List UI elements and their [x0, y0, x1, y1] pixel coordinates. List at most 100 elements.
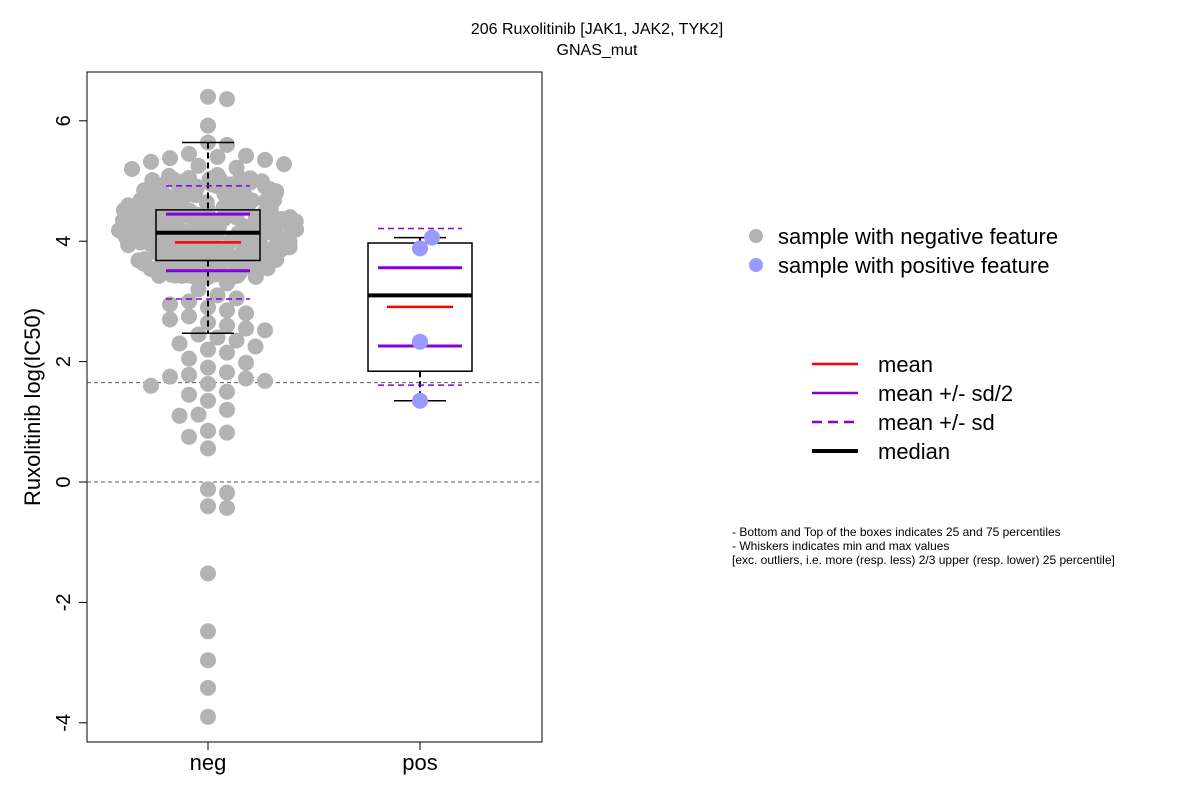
legend-line-label: mean +/- sd/2 [878, 381, 1013, 406]
legend-line-item: mean [812, 352, 933, 377]
neg-point [162, 150, 178, 167]
neg-point [238, 370, 254, 387]
neg-point [200, 375, 216, 392]
y-axis: -4 -2 0 2 4 6 [53, 115, 87, 732]
y-tick-label: 0 [53, 476, 75, 487]
neg-point [219, 91, 235, 108]
neg-point [219, 275, 235, 292]
neg-point [157, 232, 173, 249]
neg-point [143, 153, 159, 170]
y-tick-label: 2 [53, 356, 75, 367]
x-axis: neg pos [190, 742, 438, 775]
neg-point [200, 623, 216, 640]
negative-points [111, 88, 305, 725]
legend-point-marker [749, 258, 763, 272]
y-tick-label: -4 [53, 714, 75, 732]
neg-point [144, 172, 161, 189]
neg-point [190, 326, 207, 343]
neg-point [219, 424, 235, 441]
neg-point [200, 498, 216, 515]
neg-point [198, 194, 215, 211]
neg-point [276, 156, 292, 173]
x-tick-label: neg [190, 750, 227, 775]
neg-point [181, 308, 197, 325]
chart-title: 206 Ruxolitinib [JAK1, JAK2, TYK2] [471, 21, 723, 38]
neg-point [228, 332, 245, 349]
neg-point [120, 197, 137, 214]
neg-point [181, 366, 197, 383]
neg-point [161, 167, 177, 184]
neg-point [257, 322, 273, 339]
boxplot-neg [155, 141, 261, 335]
neg-point [162, 311, 178, 328]
x-tick-label: pos [402, 750, 437, 775]
plot-frame [86, 71, 543, 743]
neg-point [219, 484, 235, 501]
neg-point [200, 392, 216, 409]
neg-point [219, 136, 235, 153]
y-tick-label: 6 [53, 115, 75, 126]
neg-point [200, 299, 216, 316]
neg-point [200, 679, 216, 696]
neg-point [209, 167, 226, 183]
legend-lines: mean mean +/- sd/2 mean +/- sd median [812, 352, 1013, 464]
legend-point-label: sample with negative feature [778, 224, 1058, 249]
neg-point [265, 222, 282, 239]
legend-line-label: mean [878, 352, 933, 377]
chart-subtitle: GNAS_mut [557, 42, 638, 59]
neg-point [143, 377, 159, 394]
neg-point [238, 354, 254, 371]
neg-point [200, 440, 216, 457]
neg-point [200, 708, 216, 725]
neg-point [200, 117, 216, 134]
neg-point [171, 407, 188, 424]
legend-line-label: median [878, 439, 950, 464]
neg-point [200, 652, 216, 669]
neg-point [162, 296, 178, 313]
neg-point [181, 293, 197, 310]
neg-point [200, 359, 216, 376]
neg-point [219, 364, 235, 381]
neg-point [238, 147, 254, 164]
neg-point [171, 335, 188, 352]
pos-point [424, 229, 440, 246]
legend-line-item: mean +/- sd [812, 410, 995, 435]
y-tick-label: -2 [53, 594, 75, 612]
neg-point [135, 255, 152, 272]
neg-point [181, 145, 197, 162]
neg-point [228, 159, 245, 176]
neg-point [279, 215, 296, 232]
legend-line-label: mean +/- sd [878, 410, 995, 435]
legend-point-label: sample with positive feature [778, 253, 1049, 278]
neg-point [215, 199, 232, 215]
neg-point [200, 269, 216, 286]
y-tick-label: 4 [53, 236, 75, 247]
neg-point [132, 234, 149, 251]
neg-point [162, 368, 178, 385]
box-iqr [155, 209, 261, 262]
neg-point [270, 237, 287, 254]
reference-lines [87, 382, 542, 483]
neg-point [163, 211, 180, 228]
legend-point-marker [749, 229, 763, 243]
neg-point [200, 565, 216, 582]
neg-point [247, 268, 264, 285]
neg-point [182, 204, 199, 221]
neg-point [221, 179, 238, 195]
neg-point [200, 422, 216, 439]
neg-point [144, 183, 160, 200]
note-line: [exc. outliers, i.e. more (resp. less) 2… [732, 553, 1115, 567]
neg-point [181, 428, 197, 445]
neg-point [190, 157, 207, 174]
neg-point [169, 237, 186, 253]
neg-point [262, 183, 279, 200]
neg-point [219, 383, 235, 400]
neg-point [181, 386, 197, 403]
legend-line-item: mean +/- sd/2 [812, 381, 1013, 406]
pos-point [412, 392, 428, 409]
positive-points [412, 229, 440, 409]
neg-point [257, 372, 273, 389]
neg-point [219, 401, 235, 418]
neg-point [219, 317, 235, 334]
